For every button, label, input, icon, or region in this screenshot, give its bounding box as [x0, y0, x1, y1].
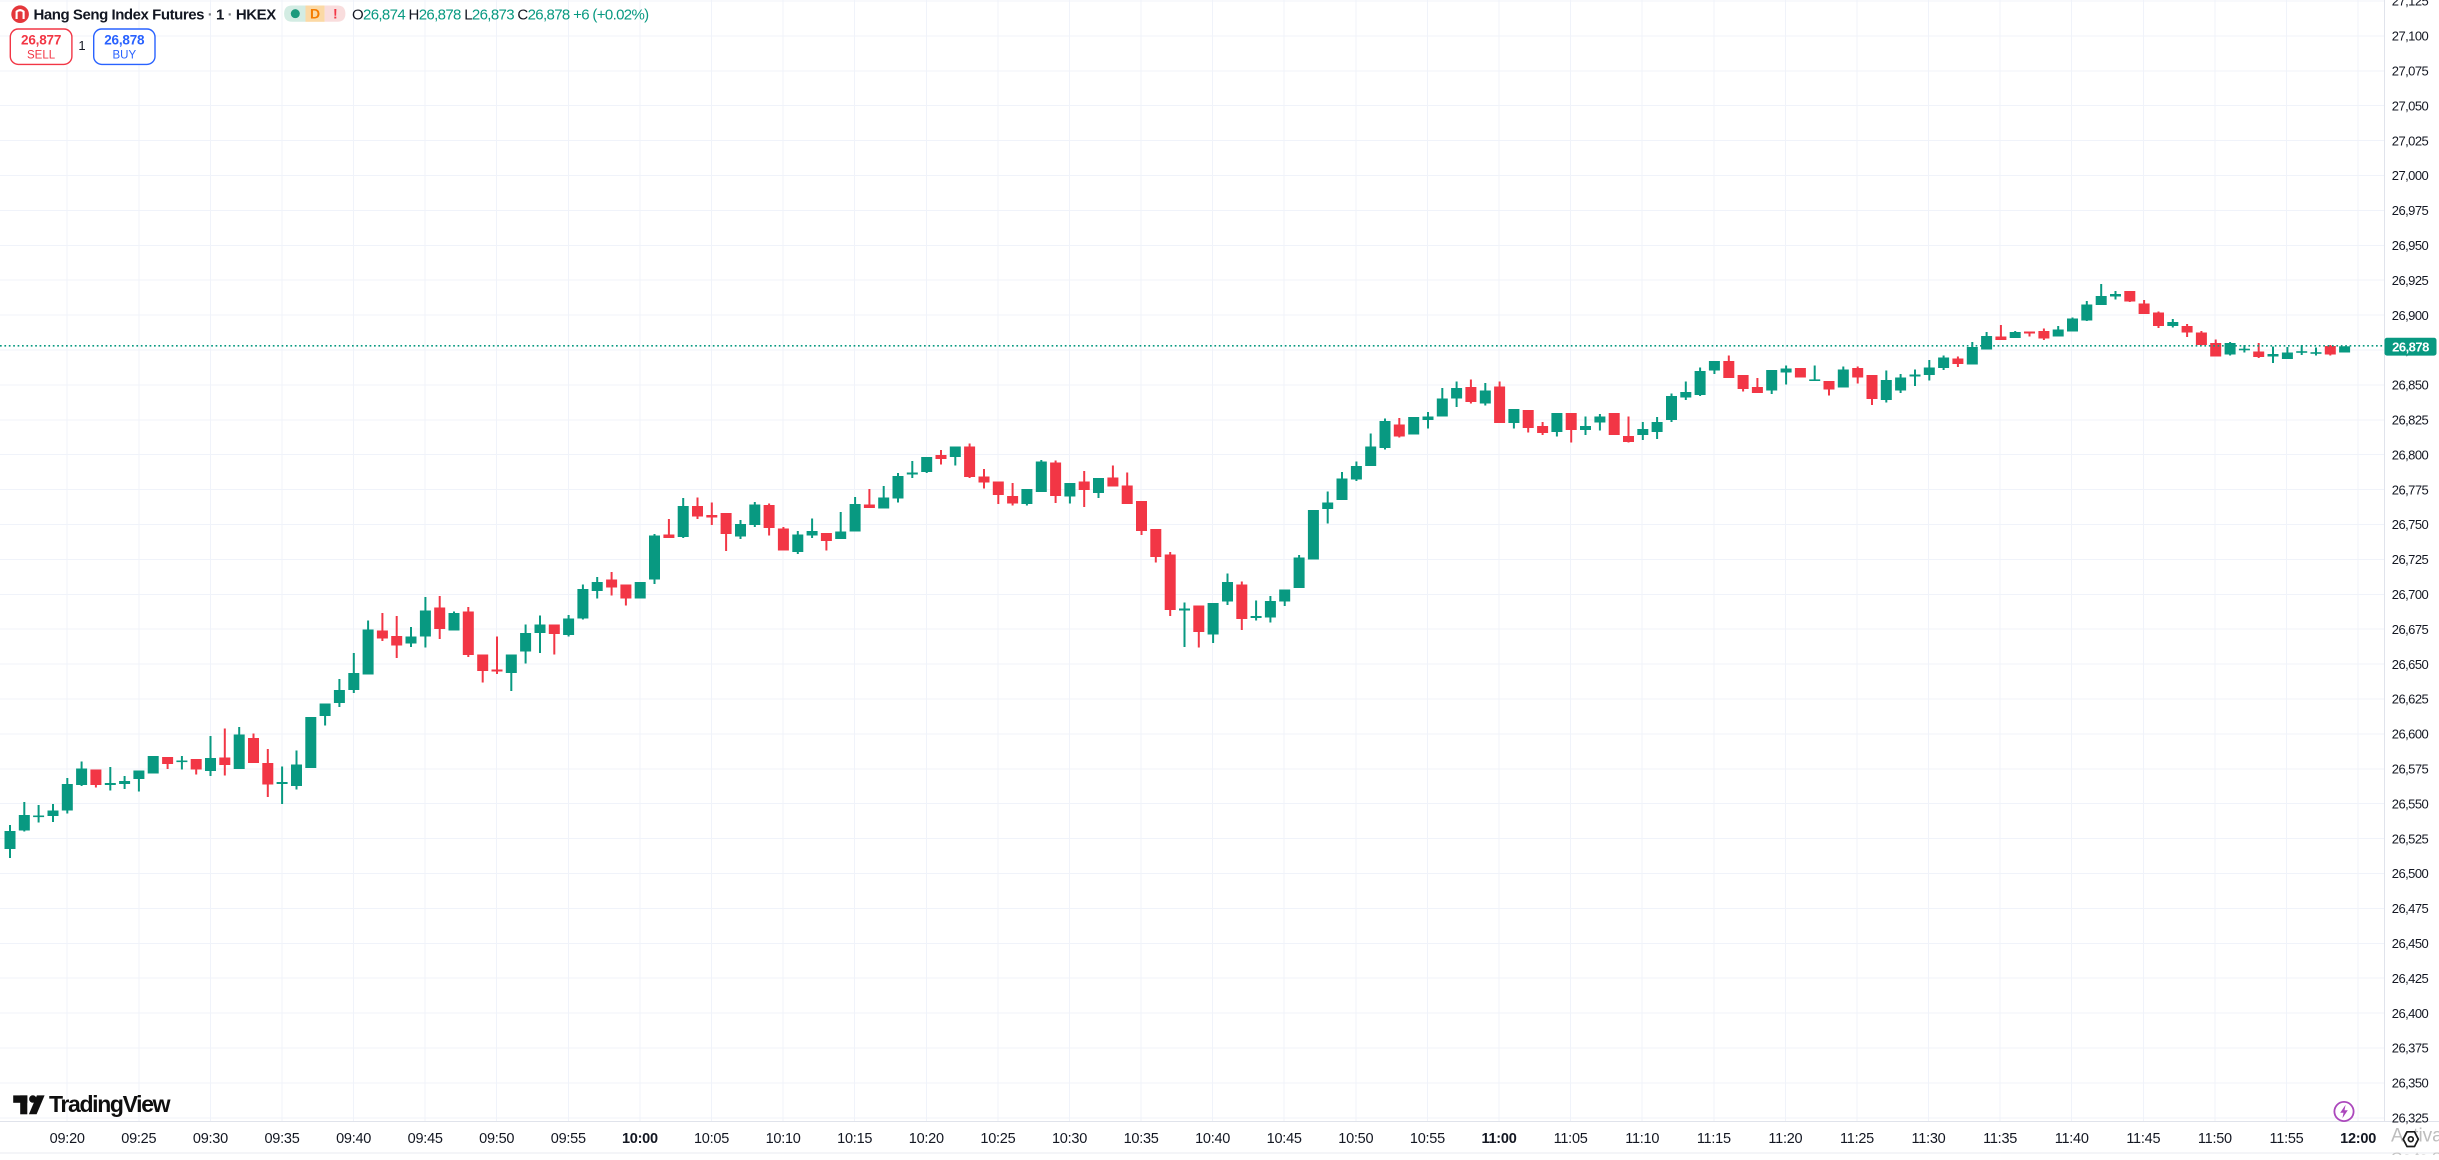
- svg-text:09:35: 09:35: [264, 1131, 299, 1147]
- svg-text:26,925: 26,925: [2392, 273, 2429, 288]
- svg-text:10:50: 10:50: [1338, 1131, 1373, 1147]
- svg-text:26,600: 26,600: [2392, 727, 2429, 742]
- svg-text:26,850: 26,850: [2392, 378, 2429, 393]
- svg-text:26,800: 26,800: [2392, 447, 2429, 462]
- svg-text:10:45: 10:45: [1267, 1131, 1302, 1147]
- svg-text:26,675: 26,675: [2392, 622, 2429, 637]
- svg-text:26,625: 26,625: [2392, 692, 2429, 707]
- svg-text:09:30: 09:30: [193, 1131, 228, 1147]
- svg-text:11:40: 11:40: [2055, 1131, 2089, 1147]
- svg-text:Hang Seng Index Futures · 1 ·: Hang Seng Index Futures · 1 · HKEX: [34, 7, 277, 24]
- svg-text:26,825: 26,825: [2392, 413, 2429, 428]
- svg-text:10:10: 10:10: [766, 1131, 801, 1147]
- svg-text:26,425: 26,425: [2392, 971, 2429, 986]
- svg-text:Go to Settings: Go to Settings: [2391, 1150, 2439, 1156]
- svg-text:27,075: 27,075: [2392, 64, 2429, 79]
- svg-text:26,575: 26,575: [2392, 762, 2429, 777]
- svg-text:09:50: 09:50: [479, 1131, 514, 1147]
- svg-text:27,125: 27,125: [2392, 0, 2429, 9]
- svg-text:27,000: 27,000: [2392, 168, 2429, 183]
- svg-text:09:25: 09:25: [121, 1131, 156, 1147]
- svg-text:26,700: 26,700: [2392, 587, 2429, 602]
- svg-text:26,550: 26,550: [2392, 796, 2429, 811]
- svg-text:09:40: 09:40: [336, 1131, 371, 1147]
- svg-text:11:55: 11:55: [2270, 1131, 2304, 1147]
- svg-text:26,975: 26,975: [2392, 203, 2429, 218]
- svg-text:26,450: 26,450: [2392, 936, 2429, 951]
- svg-text:12:00: 12:00: [2340, 1131, 2376, 1147]
- svg-text:11:15: 11:15: [1697, 1131, 1731, 1147]
- svg-text:D: D: [310, 6, 320, 22]
- svg-text:26,750: 26,750: [2392, 517, 2429, 532]
- svg-text:09:55: 09:55: [551, 1131, 586, 1147]
- svg-text:26,878: 26,878: [2392, 339, 2429, 354]
- svg-text:26,325: 26,325: [2392, 1111, 2429, 1126]
- svg-text:09:20: 09:20: [50, 1131, 85, 1147]
- svg-text:09:45: 09:45: [408, 1131, 443, 1147]
- svg-text:BUY: BUY: [112, 50, 136, 62]
- svg-text:11:00: 11:00: [1481, 1131, 1516, 1147]
- svg-text:10:05: 10:05: [694, 1131, 729, 1147]
- svg-text:SELL: SELL: [27, 50, 56, 62]
- svg-text:26,950: 26,950: [2392, 238, 2429, 253]
- svg-text:11:35: 11:35: [1983, 1131, 2017, 1147]
- svg-text:26,475: 26,475: [2392, 901, 2429, 916]
- svg-text:11:25: 11:25: [1840, 1131, 1874, 1147]
- svg-text:10:15: 10:15: [837, 1131, 872, 1147]
- svg-text:27,050: 27,050: [2392, 98, 2429, 113]
- svg-text:11:10: 11:10: [1625, 1131, 1659, 1147]
- svg-text:O26,874 H26,878 L26,873 C26,87: O26,874 H26,878 L26,873 C26,878 +6 (+0.0…: [352, 7, 649, 24]
- svg-text:11:05: 11:05: [1554, 1131, 1588, 1147]
- svg-text:26,775: 26,775: [2392, 482, 2429, 497]
- svg-text:26,650: 26,650: [2392, 657, 2429, 672]
- svg-text:11:50: 11:50: [2198, 1131, 2232, 1147]
- svg-text:11:30: 11:30: [1912, 1131, 1946, 1147]
- svg-text:26,350: 26,350: [2392, 1076, 2429, 1091]
- svg-text:11:45: 11:45: [2126, 1131, 2160, 1147]
- svg-text:26,878: 26,878: [104, 33, 145, 48]
- svg-text:10:00: 10:00: [622, 1131, 658, 1147]
- svg-text:26,877: 26,877: [21, 33, 61, 48]
- svg-text:10:30: 10:30: [1052, 1131, 1087, 1147]
- svg-text:26,500: 26,500: [2392, 866, 2429, 881]
- svg-text:10:25: 10:25: [980, 1131, 1015, 1147]
- svg-text:26,725: 26,725: [2392, 552, 2429, 567]
- svg-text:27,025: 27,025: [2392, 133, 2429, 148]
- svg-text:!: !: [333, 6, 338, 22]
- svg-text:26,400: 26,400: [2392, 1006, 2429, 1021]
- svg-text:26,900: 26,900: [2392, 308, 2429, 323]
- svg-text:11:20: 11:20: [1768, 1131, 1802, 1147]
- svg-text:1: 1: [78, 38, 85, 53]
- svg-text:26,375: 26,375: [2392, 1041, 2429, 1056]
- svg-text:10:40: 10:40: [1195, 1131, 1230, 1147]
- svg-text:10:20: 10:20: [909, 1131, 944, 1147]
- svg-text:TradingView: TradingView: [49, 1091, 171, 1117]
- svg-text:26,525: 26,525: [2392, 831, 2429, 846]
- svg-text:10:55: 10:55: [1410, 1131, 1445, 1147]
- svg-text:10:35: 10:35: [1124, 1131, 1159, 1147]
- svg-text:27,100: 27,100: [2392, 29, 2429, 44]
